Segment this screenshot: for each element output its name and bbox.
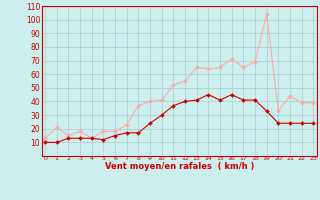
X-axis label: Vent moyen/en rafales  ( km/h ): Vent moyen/en rafales ( km/h ) [105, 162, 254, 171]
